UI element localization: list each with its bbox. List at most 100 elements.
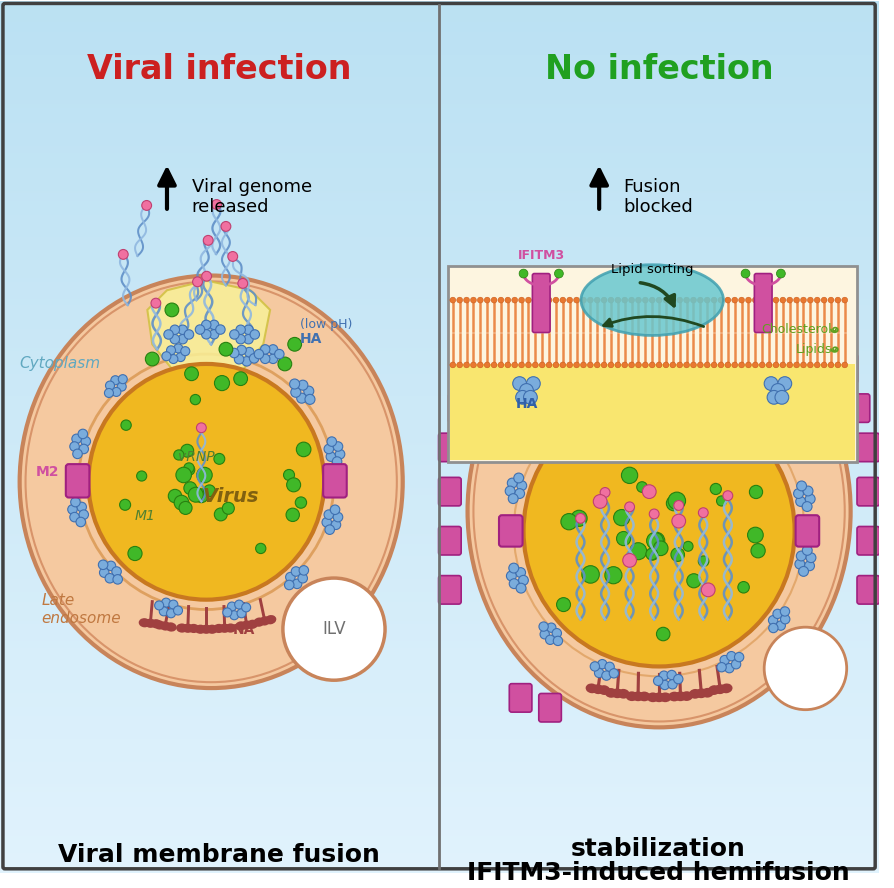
Bar xyxy=(0,169,878,170)
Bar xyxy=(0,734,878,735)
Bar xyxy=(0,47,878,48)
Bar xyxy=(0,576,878,577)
Bar xyxy=(0,78,878,79)
Bar xyxy=(0,36,878,38)
Bar xyxy=(0,17,878,18)
Bar xyxy=(450,364,854,460)
Circle shape xyxy=(111,376,120,385)
Bar xyxy=(0,329,878,330)
Bar xyxy=(0,229,878,230)
Bar xyxy=(0,521,878,522)
Bar xyxy=(0,830,878,831)
Bar xyxy=(0,399,878,400)
Bar xyxy=(0,648,878,649)
Circle shape xyxy=(285,573,295,582)
Circle shape xyxy=(683,297,688,303)
Bar xyxy=(0,517,878,518)
Bar xyxy=(0,81,878,82)
Text: No infection: No infection xyxy=(544,52,772,86)
Ellipse shape xyxy=(194,624,206,634)
Circle shape xyxy=(227,602,236,611)
Bar xyxy=(0,793,878,794)
Circle shape xyxy=(655,362,662,368)
Bar xyxy=(0,63,878,64)
Circle shape xyxy=(541,421,550,431)
Circle shape xyxy=(222,503,234,514)
Bar xyxy=(0,264,878,265)
Bar xyxy=(0,303,878,304)
Circle shape xyxy=(450,297,455,303)
Bar xyxy=(0,800,878,801)
Bar xyxy=(0,302,878,303)
Circle shape xyxy=(653,541,667,556)
Circle shape xyxy=(660,680,669,690)
Bar xyxy=(0,209,878,210)
Circle shape xyxy=(162,599,171,607)
Bar xyxy=(0,49,878,50)
Bar xyxy=(0,786,878,788)
Bar xyxy=(0,492,878,493)
Circle shape xyxy=(137,471,147,481)
Bar xyxy=(0,404,878,405)
Circle shape xyxy=(260,345,270,354)
Bar xyxy=(0,129,878,131)
Bar xyxy=(0,369,878,371)
Circle shape xyxy=(516,583,526,593)
Circle shape xyxy=(716,662,725,672)
Bar xyxy=(0,639,878,640)
Circle shape xyxy=(560,362,565,368)
Bar xyxy=(0,1,878,2)
Bar xyxy=(0,390,878,391)
Bar xyxy=(0,808,878,809)
Ellipse shape xyxy=(181,623,193,633)
Circle shape xyxy=(286,478,300,492)
Text: Virus: Virus xyxy=(202,487,258,506)
Bar xyxy=(0,114,878,115)
Ellipse shape xyxy=(176,623,188,632)
Bar xyxy=(0,455,878,456)
Bar xyxy=(0,449,878,450)
Bar xyxy=(0,580,878,581)
FancyBboxPatch shape xyxy=(587,283,610,312)
Circle shape xyxy=(752,297,757,303)
Circle shape xyxy=(676,297,682,303)
Circle shape xyxy=(249,353,258,363)
Circle shape xyxy=(666,496,680,511)
Bar xyxy=(0,788,878,789)
Bar xyxy=(0,144,878,145)
Circle shape xyxy=(536,427,545,437)
Circle shape xyxy=(98,560,108,569)
Ellipse shape xyxy=(580,265,722,336)
Bar xyxy=(0,416,878,417)
Bar xyxy=(0,146,878,147)
FancyBboxPatch shape xyxy=(448,394,470,423)
Bar xyxy=(0,848,878,849)
Bar xyxy=(0,263,878,264)
Circle shape xyxy=(298,574,308,583)
Bar xyxy=(0,688,878,689)
Bar xyxy=(0,340,878,341)
Bar xyxy=(0,386,878,387)
Bar xyxy=(0,824,878,825)
Bar xyxy=(0,54,878,56)
Bar xyxy=(0,344,878,345)
Circle shape xyxy=(497,362,503,368)
Circle shape xyxy=(629,543,646,559)
Bar xyxy=(0,339,878,340)
Circle shape xyxy=(288,337,301,351)
Bar xyxy=(0,388,878,390)
Circle shape xyxy=(758,362,764,368)
Circle shape xyxy=(518,362,524,368)
Bar xyxy=(0,486,878,487)
Circle shape xyxy=(814,362,819,368)
Bar xyxy=(0,561,878,562)
Bar xyxy=(0,350,878,351)
Bar xyxy=(0,820,878,821)
Circle shape xyxy=(77,503,87,511)
Bar xyxy=(0,338,878,339)
Circle shape xyxy=(166,345,175,355)
Bar xyxy=(0,433,878,434)
Bar xyxy=(0,421,878,422)
Bar xyxy=(0,585,878,586)
Circle shape xyxy=(244,347,254,357)
